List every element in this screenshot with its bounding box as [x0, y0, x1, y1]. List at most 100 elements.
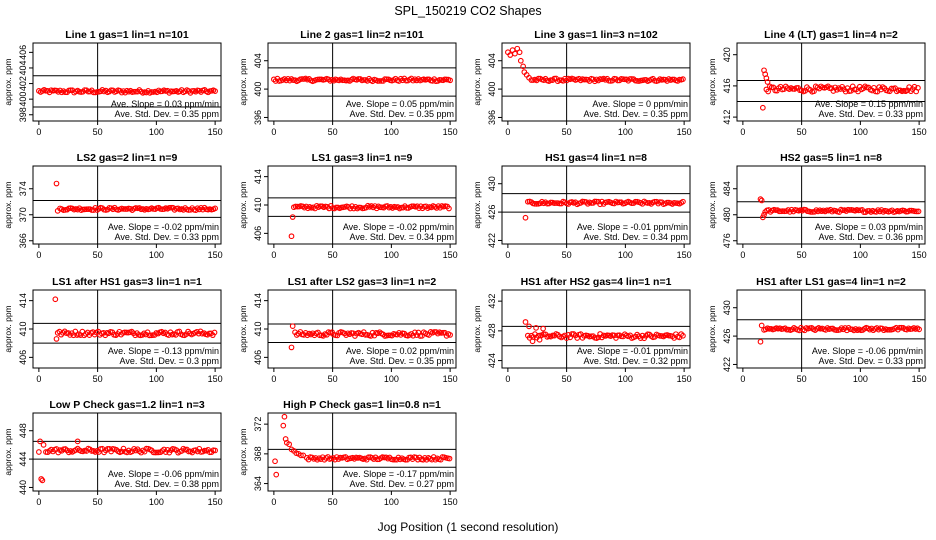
data-point — [886, 326, 893, 333]
stats-annotation: Ave. Std. Dev. = 0.32 ppm — [584, 356, 688, 366]
data-point — [300, 452, 307, 459]
data-point — [360, 77, 367, 83]
data-point — [131, 88, 137, 95]
x-tick-label: 0 — [505, 127, 510, 137]
data-point — [446, 455, 453, 462]
y-tick-label: 426 — [487, 205, 497, 220]
stats-annotation: Ave. Slope = -0.01 ppm/min — [577, 346, 688, 356]
data-point — [280, 422, 287, 429]
x-tick-label: 150 — [677, 250, 692, 260]
x-tick-label: 0 — [505, 250, 510, 260]
panel-title: HS2 gas=5 lin=1 n=8 — [780, 152, 882, 164]
y-tick-label: 396 — [253, 110, 263, 125]
data-point — [915, 85, 921, 91]
panel-title: LS2 gas=2 lin=1 n=9 — [77, 152, 178, 164]
x-tick-label: 0 — [271, 497, 276, 507]
x-tick-label: 150 — [208, 374, 223, 384]
data-point — [289, 323, 296, 330]
data-point — [37, 438, 43, 445]
data-point — [211, 329, 218, 336]
data-point — [446, 205, 452, 212]
y-tick-label: 480 — [722, 207, 732, 222]
stats-annotation: Ave. Std. Dev. = 0.38 ppm — [115, 479, 219, 489]
data-point — [383, 76, 390, 83]
y-tick-label: 400 — [253, 82, 263, 97]
data-point — [680, 332, 686, 339]
chart-panel: HS1 gas=4 lin=1 n=8 0 50 100 150 422 426 430 app… — [472, 152, 692, 260]
data-point — [212, 447, 218, 454]
plot-frame — [501, 289, 691, 369]
data-point — [154, 449, 160, 456]
chart-panel: Line 4 (LT) gas=1 lin=4 n=2 0 50 100 150 412 4… — [707, 29, 927, 137]
stats-annotation: Ave. Slope = -0.06 ppm/min — [812, 346, 923, 356]
y-tick-label: 400 — [18, 92, 28, 107]
x-tick-label: 150 — [912, 127, 927, 137]
x-tick-label: 0 — [740, 127, 745, 137]
data-point — [848, 88, 854, 94]
x-tick-label: 100 — [618, 127, 633, 137]
data-point — [757, 338, 764, 345]
data-point — [286, 441, 293, 448]
data-point — [447, 77, 453, 84]
x-tick-label: 50 — [797, 250, 807, 260]
data-point — [861, 209, 867, 215]
x-tick-label: 50 — [328, 374, 338, 384]
data-point — [317, 203, 324, 210]
panel-title: LS1 after HS1 gas=3 lin=1 n=1 — [52, 276, 202, 288]
data-point — [54, 208, 61, 214]
data-point — [356, 204, 362, 211]
y-tick-label: 414 — [253, 293, 263, 308]
data-point — [85, 88, 92, 95]
chart-panel: LS1 gas=3 lin=1 n=9 0 50 100 150 406 410 414 app… — [238, 152, 458, 260]
x-tick-label: 100 — [384, 250, 399, 260]
data-point — [913, 208, 920, 215]
data-point — [627, 76, 633, 82]
y-tick-label: 424 — [487, 353, 497, 368]
stats-annotation: Ave. Std. Dev. = 0.33 ppm — [115, 232, 219, 242]
x-tick-label: 0 — [36, 127, 41, 137]
data-point — [146, 332, 153, 339]
data-point — [516, 49, 523, 56]
y-axis-label: approx. ppm — [472, 305, 482, 352]
plot-frame — [267, 412, 457, 492]
chart-panel: HS2 gas=5 lin=1 n=8 0 50 100 150 476 480 484 app… — [707, 152, 927, 260]
y-tick-label: 414 — [18, 293, 28, 308]
data-point — [526, 74, 532, 81]
data-point — [288, 344, 295, 351]
stats-annotation: Ave. Slope = -0.06 ppm/min — [108, 469, 219, 479]
x-tick-label: 0 — [36, 250, 41, 260]
data-point — [833, 327, 840, 333]
stats-annotation: Ave. Slope = -0.02 ppm/min — [343, 222, 454, 232]
x-tick-label: 50 — [93, 250, 103, 260]
stats-annotation: Ave. Std. Dev. = 0.35 ppm — [350, 109, 454, 119]
data-point — [316, 76, 323, 83]
data-point — [811, 88, 817, 95]
data-point — [39, 477, 46, 484]
data-point — [272, 458, 278, 465]
x-tick-label: 100 — [853, 250, 868, 260]
y-tick-label: 448 — [18, 423, 28, 438]
x-tick-label: 0 — [271, 374, 276, 384]
data-point — [632, 198, 639, 205]
data-point — [212, 205, 218, 212]
data-point — [52, 296, 59, 303]
data-point — [377, 204, 384, 211]
data-point — [776, 208, 783, 215]
x-tick-label: 0 — [740, 250, 745, 260]
chart-panel: LS1 after LS2 gas=3 lin=1 n=2 0 50 100 150 40… — [238, 276, 458, 384]
data-point — [385, 332, 392, 339]
y-tick-label: 432 — [487, 294, 497, 309]
y-axis-label: approx. ppm — [3, 181, 13, 228]
data-point — [864, 208, 871, 214]
data-point — [40, 442, 47, 448]
stats-annotation: Ave. Slope = 0.03 ppm/min — [111, 99, 219, 109]
x-tick-label: 100 — [149, 497, 164, 507]
y-tick-label: 422 — [487, 233, 497, 248]
stats-annotation: Ave. Slope = -0.01 ppm/min — [577, 222, 688, 232]
data-point — [447, 332, 453, 338]
x-tick-label: 50 — [797, 374, 807, 384]
data-point — [680, 76, 686, 82]
x-tick-label: 100 — [384, 374, 399, 384]
chart-panel: Low P Check gas=1.2 lin=1 n=3 0 50 100 150 44… — [3, 399, 223, 507]
data-point — [758, 322, 765, 329]
